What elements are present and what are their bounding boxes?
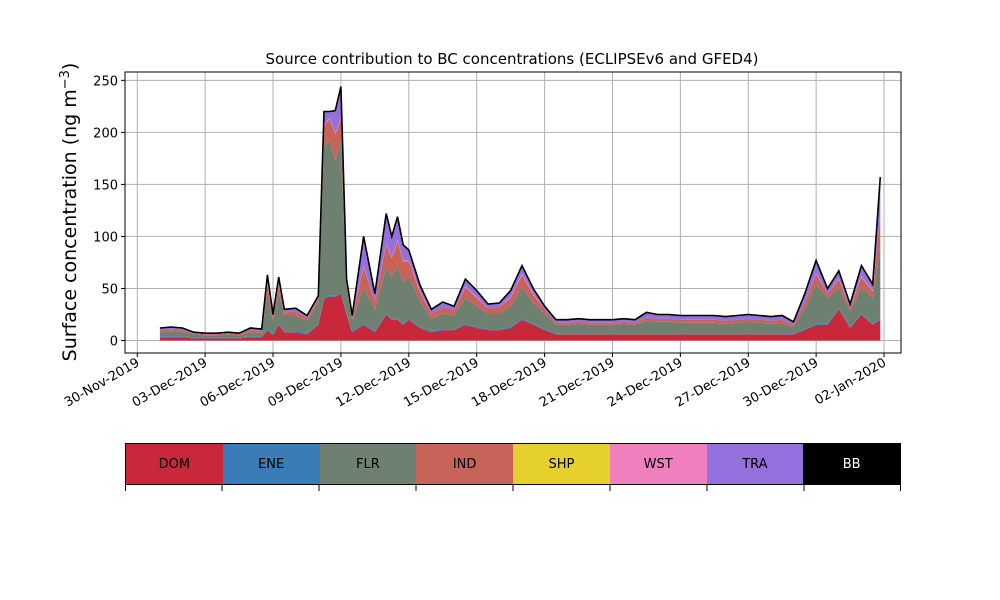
- legend-ticks: [125, 485, 901, 491]
- chart-title: Source contribution to BC concentrations…: [265, 50, 758, 68]
- legend-item-dom: DOM: [126, 444, 223, 484]
- y-tick-label: 200: [93, 126, 118, 141]
- x-tick-label: 18-Dec-2019: [469, 355, 549, 410]
- x-tick-label: 21-Dec-2019: [537, 355, 617, 410]
- y-tick-label: 50: [101, 282, 118, 297]
- y-axis-label-exponent: −3: [58, 70, 73, 89]
- x-tick-label: 06-Dec-2019: [198, 355, 278, 410]
- y-tick-label: 0: [110, 335, 118, 350]
- x-tick-label: 15-Dec-2019: [401, 355, 481, 410]
- area-flr: [159, 139, 881, 338]
- plot-frame: [124, 71, 902, 354]
- x-tick-label: 24-Dec-2019: [605, 355, 685, 410]
- x-tick-label: 12-Dec-2019: [333, 355, 413, 410]
- x-tick-label: 30-Dec-2019: [741, 355, 821, 410]
- legend-item-tra: TRA: [706, 444, 804, 484]
- x-tick-label: 09-Dec-2019: [266, 355, 346, 410]
- legend-item-ind: IND: [416, 444, 513, 484]
- grid-lines: [125, 72, 901, 353]
- legend-item-shp: SHP: [513, 444, 610, 484]
- y-axis-label-close: ): [59, 63, 81, 70]
- total-outline: [159, 86, 882, 335]
- y-axis-ticks: 0 50 100 150 200 250: [93, 74, 125, 350]
- y-tick-label: 250: [93, 74, 118, 89]
- x-tick-label: 30-Nov-2019: [62, 355, 142, 410]
- legend-item-bb: BB: [803, 444, 900, 484]
- legend-colorbar: DOM ENE FLR IND SHP WST TRA BB: [125, 443, 901, 485]
- x-tick-label: 02-Jan-2020: [812, 355, 889, 408]
- y-tick-label: 150: [93, 178, 118, 193]
- y-axis-label: Surface concentration (ng m−3): [58, 63, 82, 362]
- legend-item-flr: FLR: [319, 444, 417, 484]
- legend-item-ene: ENE: [222, 444, 320, 484]
- y-tick-label: 100: [93, 230, 118, 245]
- area-dom: [159, 293, 881, 341]
- x-tick-label: 27-Dec-2019: [673, 355, 753, 410]
- stacked-areas: [159, 86, 881, 341]
- y-axis-label-main: Surface concentration (ng m: [59, 89, 81, 361]
- x-axis-ticks: 30-Nov-201903-Dec-201906-Dec-201909-Dec-…: [62, 353, 889, 411]
- x-tick-label: 03-Dec-2019: [130, 355, 210, 410]
- legend-item-wst: WST: [609, 444, 707, 484]
